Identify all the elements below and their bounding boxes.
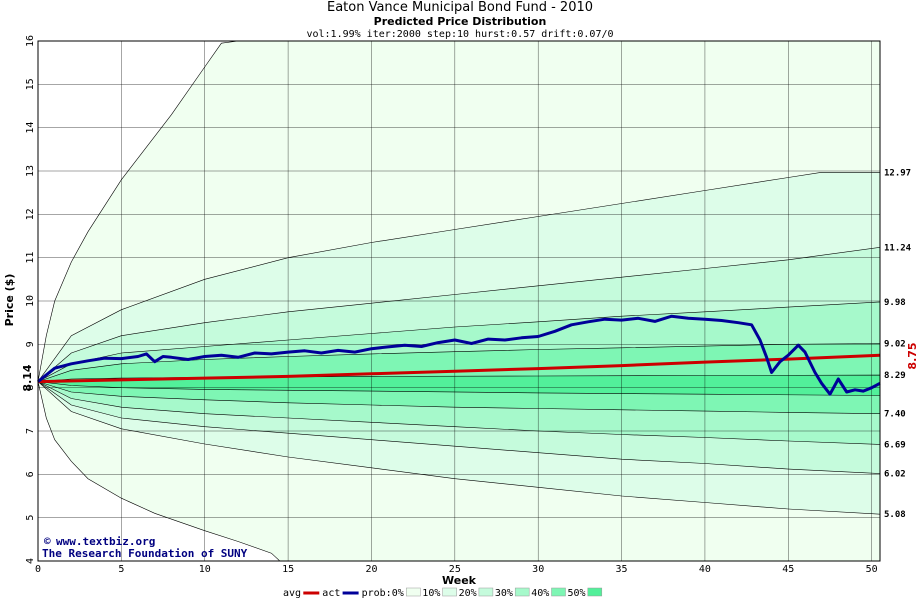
y-tick-9: 9 [25,341,36,347]
legend-swatch-4 [551,587,566,597]
series-act [37,314,881,396]
band-label-9.98: 9.98 [884,298,906,308]
x-tick-20: 20 [365,564,377,575]
legend-avg-label: avg [283,588,301,599]
y-tick-6: 6 [25,471,36,477]
band-label-12.97: 12.97 [884,168,911,178]
band-label-6.02: 6.02 [884,469,906,479]
band-label-5.08: 5.08 [884,510,906,520]
grid [38,41,880,561]
band-label-6.69: 6.69 [884,440,906,450]
band-label-11.24: 11.24 [884,243,912,253]
legend-swatch-5 [587,587,603,597]
legend-item-2: 30% [495,588,513,599]
x-tick-10: 10 [199,564,211,575]
y-tick-16: 16 [25,35,36,47]
y-tick-15: 15 [25,78,36,90]
x-tick-15: 15 [282,564,294,575]
x-tick-labels: 0 5 10 15 20 25 30 35 40 45 50 [35,564,878,575]
band-label-9.02: 9.02 [884,339,906,349]
credit-site: www.textbiz.org [56,535,155,548]
x-axis-label: Week [442,574,477,587]
y-tick-4: 4 [25,558,36,564]
legend-item-0: 10% [422,588,440,599]
chart-subtitle: Predicted Price Distribution [374,15,547,28]
legend-act-label: act [322,588,340,599]
x-tick-40: 40 [699,564,711,575]
plot-frame [37,40,881,562]
x-tick-25: 25 [449,564,461,575]
legend-swatch-1 [442,587,457,597]
y-tick-11: 11 [25,252,36,264]
legend-item-1: 20% [459,588,477,599]
band-value-labels: 12.97 11.24 9.98 9.02 8.29 7.40 6.69 6.02 5.08 [884,168,912,520]
chart-title: Eaton Vance Municipal Bond Fund - 2010 [327,0,593,15]
x-tick-50: 50 [866,564,878,575]
start-price-label: 8.14 [21,364,34,391]
y-tick-8: 8 [25,385,36,391]
x-tick-30: 30 [532,564,544,575]
band-label-7.40: 7.40 [884,410,906,420]
x-tick-5: 5 [118,564,124,575]
y-tick-7: 7 [25,428,36,434]
end-price-label: 8.75 [906,342,919,369]
x-tick-35: 35 [616,564,628,575]
band-label-8.29: 8.29 [884,371,906,381]
legend-prob-label: prob:0% [362,588,404,599]
series-lines [37,314,881,396]
legend-swatch-2 [478,587,494,597]
y-axis-label: Price ($) [3,274,16,327]
x-tick-45: 45 [782,564,794,575]
legend-swatch-3 [514,587,530,597]
y-tick-labels: 4 5 6 7 8 9 10 11 12 13 14 15 16 [25,35,36,564]
legend-item-4: 50% [568,588,586,599]
y-tick-14: 14 [25,122,36,134]
y-tick-12: 12 [25,208,36,220]
simulation-params: vol:1.99% iter:2000 step:10 hurst:0.57 d… [306,29,613,40]
y-tick-5: 5 [25,515,36,521]
credit: © www.textbiz.org The Research Foundatio… [42,535,248,560]
copyright-icon: © [44,535,51,548]
y-tick-10: 10 [25,295,36,307]
credit-org: The Research Foundation of SUNY [42,547,248,560]
legend: avg act prob:0% 10% 20% 30% 40% 50% [283,587,603,599]
series-avg [37,353,881,384]
x-tick-0: 0 [35,564,41,575]
legend-item-3: 40% [531,588,549,599]
y-tick-13: 13 [25,165,36,177]
legend-swatch-0 [406,587,421,597]
